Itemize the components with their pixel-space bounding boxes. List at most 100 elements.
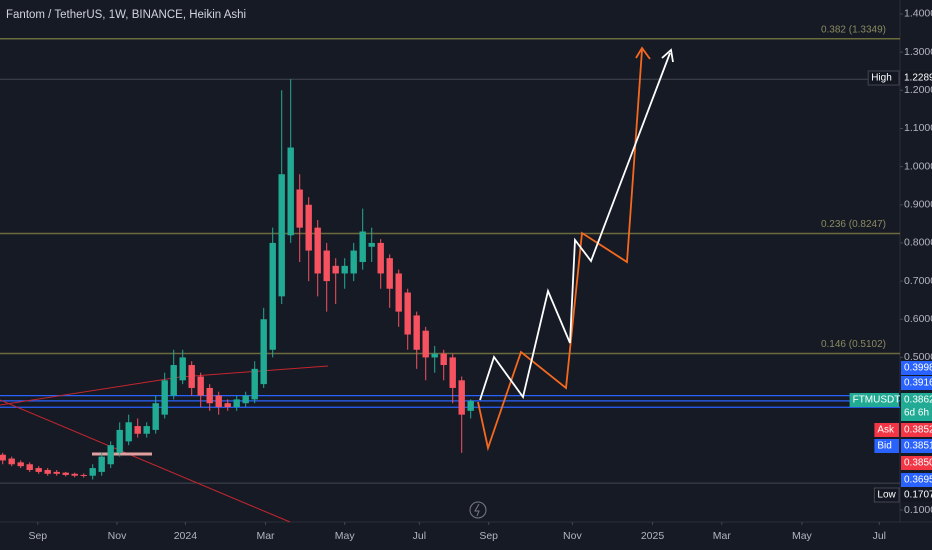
candle-body — [251, 368, 258, 400]
price-badge-tag-label: Low — [877, 490, 896, 501]
candle-body — [233, 399, 240, 408]
price-badge-tag-label: FTMUSDT — [853, 395, 901, 406]
candle-body — [431, 353, 438, 358]
candle-body — [89, 468, 96, 476]
candle-body — [134, 426, 141, 434]
price-badge-tag-label: Bid — [877, 441, 891, 452]
price-badge-value: 0.3695 — [904, 475, 932, 486]
trend-line — [0, 376, 181, 406]
price-badge — [901, 439, 932, 453]
price-badge — [901, 423, 932, 437]
price-badge-value: 0.3862 — [904, 395, 932, 406]
level-lines: 0.382 (1.3349) 0.236 (0.8247) 0.146 (0.510… — [0, 24, 900, 484]
arrow-head — [661, 48, 674, 63]
candle-body — [8, 458, 15, 465]
candle-body — [125, 422, 132, 442]
candle-body — [62, 472, 69, 475]
price-badge-value: 0.3916 — [904, 378, 932, 389]
candle-body — [71, 473, 78, 476]
price-badge-value: 0.1707 — [904, 490, 932, 501]
candle-body — [287, 147, 294, 236]
x-tick-label: May — [335, 530, 356, 542]
fib-label: 0.236 (0.8247) — [821, 219, 886, 230]
price-badge-tag — [867, 70, 900, 86]
candle-body — [53, 471, 60, 474]
candle-body — [422, 330, 429, 358]
candle-body — [107, 445, 114, 465]
price-badge-value: 0.3998 — [904, 363, 932, 374]
candle-body — [440, 353, 447, 366]
price-badge-value: 0.3852 — [904, 425, 932, 436]
candle-body — [377, 242, 384, 274]
candle-body — [35, 468, 42, 472]
candle-body — [305, 204, 312, 251]
price-badge-value: 0.3851 — [904, 441, 932, 452]
candle-body — [269, 242, 276, 350]
candle-body — [26, 464, 33, 470]
price-badge-tag-label: Ask — [877, 425, 895, 436]
candle-body — [332, 265, 339, 274]
candle-body — [152, 403, 159, 430]
candle-body — [170, 365, 177, 396]
candle-body — [161, 380, 168, 415]
event-icon-bolt — [474, 503, 480, 517]
candle-body — [143, 426, 150, 434]
y-tick-label: 1.1000 — [904, 122, 932, 134]
candle-body — [350, 250, 357, 274]
candle-body — [314, 227, 321, 274]
candle-body — [98, 456, 105, 472]
projection-white — [479, 52, 671, 401]
candle-body — [80, 474, 87, 476]
candle-body — [323, 250, 330, 282]
x-tick-label: Mar — [256, 530, 275, 542]
candle-body — [17, 462, 24, 467]
price-badge — [901, 488, 932, 502]
x-tick-label: Jul — [413, 530, 426, 542]
candle-body — [188, 365, 195, 388]
candle-body — [341, 265, 348, 274]
candle-body — [224, 403, 231, 408]
price-badge-tag — [873, 487, 900, 503]
price-badge-tag — [874, 423, 899, 437]
candle-body — [449, 357, 456, 388]
price-badge-value: 1.2289 — [904, 73, 932, 84]
price-badge-tag-label: High — [871, 73, 892, 84]
candle-body — [44, 469, 51, 474]
candle-body — [278, 174, 285, 297]
candle-body — [215, 395, 222, 408]
trend-line — [0, 399, 291, 523]
chart-title: Fantom / TetherUS, 1W, BINANCE, Heikin A… — [6, 9, 246, 21]
arrow-head — [635, 46, 651, 60]
x-tick-label: May — [792, 530, 813, 542]
price-badge — [901, 376, 932, 390]
candle-body — [413, 315, 420, 350]
price-badge — [901, 361, 932, 375]
x-tick-label: Nov — [108, 530, 127, 542]
candle-body — [116, 429, 123, 453]
candle-body — [395, 273, 402, 312]
x-tick-label: Mar — [713, 530, 732, 542]
candle-body — [206, 387, 213, 404]
price-badge — [901, 71, 932, 85]
price-badge-tag — [874, 439, 899, 453]
x-tick-label: Nov — [563, 530, 582, 542]
projection-orange — [477, 49, 643, 452]
y-tick-label: 1.4000 — [904, 8, 932, 20]
x-tick-label: Sep — [28, 530, 47, 542]
y-tick-label: 1.3000 — [904, 46, 932, 58]
y-tick-label: 0.1000 — [904, 504, 932, 516]
candle-body — [197, 376, 204, 396]
candle-body — [296, 189, 303, 228]
event-icon[interactable] — [469, 501, 487, 519]
candles — [0, 79, 474, 480]
price-badge-tag — [849, 393, 899, 407]
